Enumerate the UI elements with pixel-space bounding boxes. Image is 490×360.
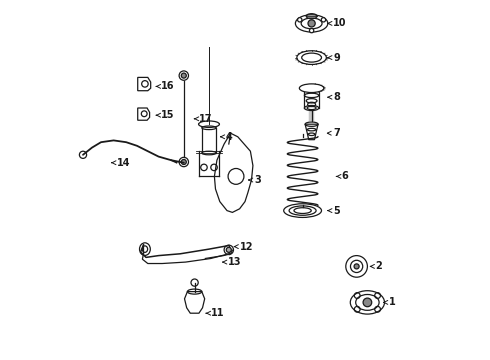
Circle shape	[297, 18, 302, 22]
Circle shape	[308, 20, 315, 27]
Circle shape	[321, 18, 326, 22]
Circle shape	[310, 28, 314, 33]
Text: 6: 6	[341, 171, 348, 181]
Text: 13: 13	[228, 257, 242, 267]
Text: 9: 9	[333, 53, 340, 63]
Text: 14: 14	[117, 158, 130, 168]
Circle shape	[363, 298, 372, 307]
Circle shape	[226, 247, 231, 252]
Circle shape	[181, 73, 186, 78]
Text: 12: 12	[240, 242, 253, 252]
Text: 2: 2	[376, 261, 382, 271]
Text: 15: 15	[161, 110, 174, 120]
Text: 5: 5	[333, 206, 340, 216]
Text: 1: 1	[389, 297, 396, 307]
Text: 10: 10	[333, 18, 347, 28]
Text: 16: 16	[161, 81, 174, 91]
Text: 17: 17	[199, 114, 213, 124]
Circle shape	[181, 159, 186, 165]
Text: 11: 11	[211, 308, 224, 318]
Text: 4: 4	[226, 132, 233, 142]
Text: 3: 3	[254, 175, 261, 185]
Text: 8: 8	[333, 92, 340, 102]
Circle shape	[354, 264, 359, 269]
Text: 7: 7	[333, 128, 340, 138]
